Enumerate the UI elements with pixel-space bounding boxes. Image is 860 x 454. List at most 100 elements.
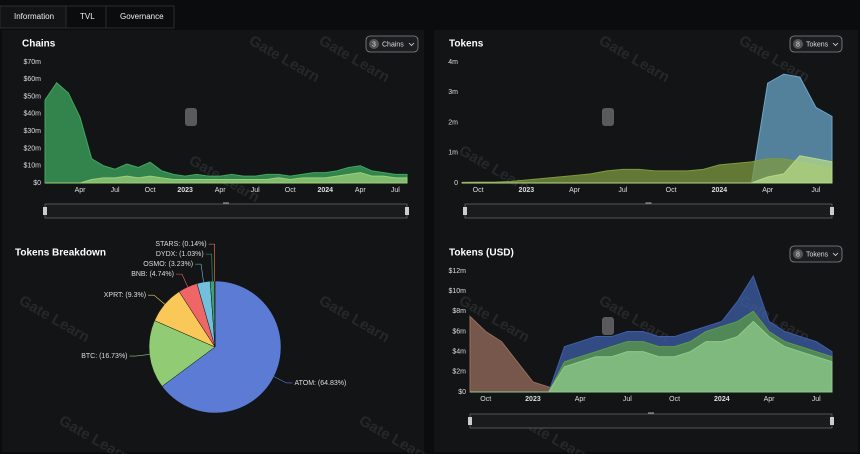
logo-mark: [602, 108, 614, 126]
y-tick-label: 3m: [448, 89, 458, 96]
y-tick-label: $20m: [23, 145, 41, 152]
y-tick-label: $4m: [452, 349, 466, 356]
chevron[interactable]: [832, 42, 839, 47]
leader-line: [208, 243, 216, 282]
selector-label[interactable]: Tokens: [806, 41, 829, 48]
pie-label: XPRT: (9.3%): [104, 292, 146, 299]
slider-handle[interactable]: [830, 207, 834, 215]
y-tick-label: 4m: [448, 59, 458, 66]
x-tick-label: 2023: [525, 396, 541, 403]
selector-badge[interactable]: [793, 249, 803, 259]
slider-handle[interactable]: [463, 207, 467, 215]
x-tick-label: Jul: [111, 187, 120, 194]
chart-title: Tokens: [449, 39, 484, 50]
y-tick-label: $0: [458, 389, 466, 396]
x-tick-label: Oct: [669, 396, 680, 403]
range-slider[interactable]: [469, 413, 833, 429]
x-tick-label: 2023: [177, 187, 193, 194]
pie-label: STARS: (0.14%): [155, 241, 206, 248]
x-tick-label: Jul: [618, 187, 627, 194]
selector-count[interactable]: 8: [796, 41, 800, 48]
selector-label[interactable]: Chains: [382, 41, 404, 48]
x-tick-label: Oct: [666, 187, 677, 194]
y-tick-label: 2m: [448, 119, 458, 126]
leader-line: [175, 273, 189, 288]
y-tick-label: $8m: [452, 308, 466, 315]
x-tick-label: 2024: [317, 187, 333, 194]
y-tick-label: 0: [454, 180, 458, 187]
leader-line: [195, 263, 204, 283]
area-series: [45, 172, 408, 184]
chart-title: Tokens (USD): [449, 248, 514, 259]
selector-label[interactable]: Tokens: [806, 251, 829, 258]
pie-label: BTC: (16.73%): [81, 353, 127, 360]
x-tick-label: Apr: [215, 187, 227, 194]
chevron[interactable]: [832, 252, 839, 257]
x-tick-label: 2023: [519, 187, 535, 194]
slider-handle[interactable]: [830, 417, 834, 425]
range-slider[interactable]: [464, 203, 833, 219]
selector-count[interactable]: 8: [796, 251, 800, 258]
leader-line: [148, 294, 165, 305]
x-tick-label: Oct: [145, 187, 156, 194]
x-tick-label: Apr: [575, 396, 587, 403]
y-tick-label: $30m: [23, 128, 41, 135]
logo-mark: [602, 317, 614, 335]
tab-label[interactable]: TVL: [80, 12, 95, 21]
y-tick-label: $2m: [452, 369, 466, 376]
tab[interactable]: [105, 5, 175, 29]
chevron[interactable]: [408, 42, 415, 47]
y-tick-label: $10m: [23, 163, 41, 170]
y-tick-label: 1m: [448, 150, 458, 157]
pie-label: DYDX: (1.03%): [156, 251, 204, 258]
x-tick-label: Oct: [480, 396, 491, 403]
y-tick-label: $70m: [23, 59, 41, 66]
selector-count[interactable]: 3: [372, 41, 376, 48]
x-tick-label: Jul: [811, 187, 820, 194]
leader-line: [205, 253, 213, 282]
y-tick-label: $6m: [452, 328, 466, 335]
y-tick-label: $50m: [23, 93, 41, 100]
selector-button[interactable]: [789, 35, 843, 53]
x-tick-label: Jul: [251, 187, 260, 194]
pie-label: BNB: (4.74%): [131, 271, 174, 278]
x-tick-label: Apr: [355, 187, 367, 194]
area-series: [470, 320, 833, 393]
pie-slice: [148, 320, 216, 387]
selector-badge[interactable]: [369, 39, 379, 49]
pie-slice: [161, 280, 282, 414]
tab-label[interactable]: Governance: [120, 12, 164, 21]
area-series: [461, 158, 833, 184]
y-tick-label: $40m: [23, 111, 41, 118]
logo-mark: [185, 108, 197, 126]
y-tick-label: $12m: [448, 268, 466, 275]
x-tick-label: Jul: [623, 396, 632, 403]
selector-button[interactable]: [365, 35, 419, 53]
x-tick-label: Apr: [764, 396, 776, 403]
x-tick-label: Jul: [812, 396, 821, 403]
x-tick-label: Oct: [285, 187, 296, 194]
chart-title: Chains: [22, 39, 56, 50]
pie-label: OSMO: (3.23%): [143, 261, 193, 268]
slider-handle[interactable]: [468, 417, 472, 425]
leader-line: [273, 376, 293, 384]
slider-handle[interactable]: [43, 207, 47, 215]
area-series: [462, 155, 833, 184]
x-tick-label: Jul: [391, 187, 400, 194]
selector-button[interactable]: [789, 245, 843, 263]
slider-handle[interactable]: [405, 207, 409, 215]
range-slider[interactable]: [44, 203, 408, 219]
y-tick-label: $0: [33, 180, 41, 187]
x-tick-label: 2024: [712, 187, 728, 194]
chart-title: Tokens Breakdown: [15, 248, 106, 259]
leader-line: [129, 354, 150, 357]
y-tick-label: $10m: [448, 288, 466, 295]
x-tick-label: Apr: [75, 187, 87, 194]
x-tick-label: Apr: [762, 187, 774, 194]
x-tick-label: Apr: [569, 187, 581, 194]
x-tick-label: Oct: [473, 187, 484, 194]
area-series: [44, 81, 408, 184]
tab-label[interactable]: Information: [14, 12, 54, 21]
selector-badge[interactable]: [793, 39, 803, 49]
